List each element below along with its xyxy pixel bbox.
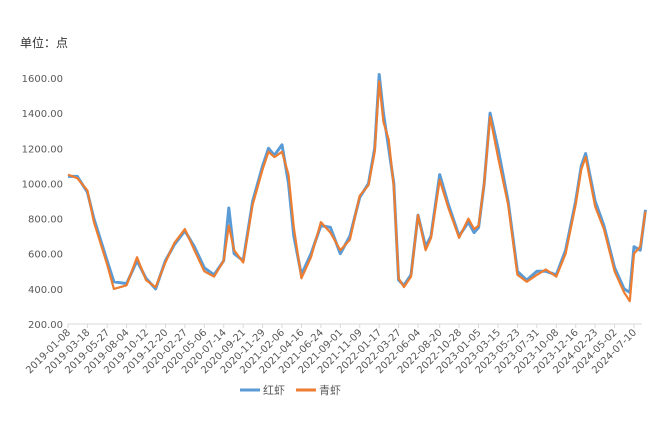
y-tick-label: 1600.00	[22, 74, 63, 85]
unit-label: 单位：点	[20, 36, 69, 50]
y-tick-label: 1400.00	[22, 109, 63, 120]
y-tick-label: 600.00	[28, 250, 63, 261]
plot-area	[67, 73, 647, 303]
y-tick-label: 400.00	[28, 285, 63, 296]
series-line-green-shrimp	[67, 80, 647, 303]
y-axis: 200.00 400.00 600.00 800.00 1000.00 1200.00 14…	[22, 74, 63, 331]
series-line-red-shrimp	[68, 73, 647, 294]
x-axis: 2019-01-082019-03-182019-05-272019-08-04…	[24, 324, 639, 376]
y-tick-label: 1200.00	[22, 144, 63, 155]
y-tick-label: 1000.00	[22, 179, 63, 190]
y-tick-label: 200.00	[28, 320, 63, 331]
y-tick-label: 800.00	[28, 215, 63, 226]
legend-label: 红虾	[263, 384, 285, 397]
legend-label: 青虾	[319, 384, 341, 397]
legend: 红虾 青虾	[240, 384, 341, 397]
